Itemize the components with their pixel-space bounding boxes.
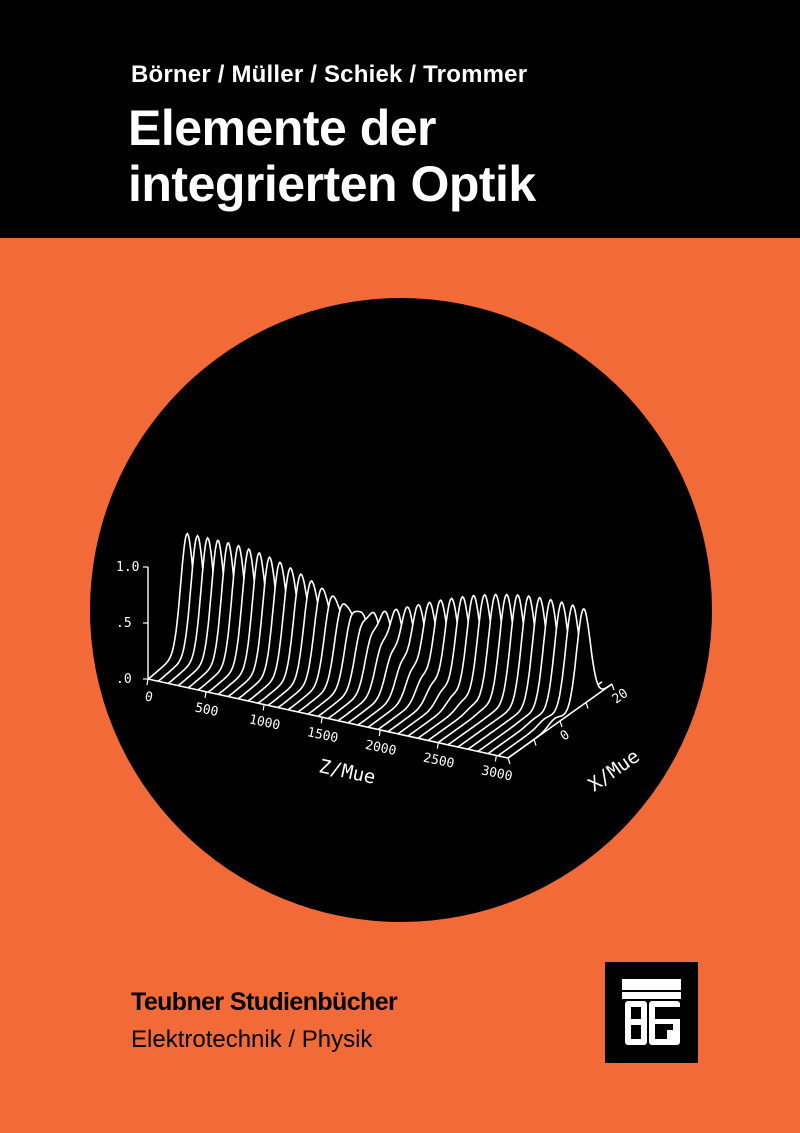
curve-fill	[358, 604, 462, 726]
x-tick	[507, 757, 511, 765]
z-tick-label: 2000	[364, 738, 398, 759]
curve-fill	[508, 608, 612, 758]
z-tick-label: 1500	[306, 725, 340, 746]
x-tick-label: 0	[558, 727, 573, 744]
authors: Börner / Müller / Schiek / Trommer	[131, 61, 528, 88]
publisher-logo	[605, 962, 698, 1063]
z-tick-label: 500	[193, 700, 219, 720]
x-tick	[585, 702, 589, 709]
title-line-1: Elemente der	[128, 100, 437, 156]
y-tick-label: .5	[116, 616, 132, 631]
book-title: Elemente der integrierten Optik	[128, 100, 536, 212]
y-tick-label: 1.0	[116, 560, 139, 575]
z-axis-label: Z/Mue	[317, 755, 378, 788]
title-line-2: integrierten Optik	[128, 156, 536, 212]
z-tick	[146, 678, 149, 686]
z-tick-label: 3000	[480, 763, 514, 784]
x-tick-label: 20	[610, 686, 631, 707]
x-tick	[533, 739, 537, 746]
series-name: Teubner Studienbücher	[131, 988, 398, 1016]
z-tick-label: 1000	[248, 712, 282, 733]
title-band	[0, 0, 800, 238]
subject: Elektrotechnik / Physik	[131, 1026, 373, 1053]
teubner-logo-icon	[622, 979, 681, 1045]
z-tick	[204, 691, 207, 698]
z-tick	[262, 704, 265, 711]
z-tick	[320, 717, 323, 724]
curve-fill	[368, 602, 472, 728]
x-tick	[611, 683, 615, 691]
z-tick-label: 2500	[422, 751, 456, 772]
x-axis-label: X/Mue	[584, 745, 643, 796]
curve-fill	[498, 605, 602, 756]
z-axis	[147, 678, 509, 759]
z-tick-label: 0	[143, 689, 154, 705]
y-tick-label: .0	[116, 672, 132, 687]
z-tick	[436, 742, 439, 749]
x-tick	[559, 720, 563, 728]
z-tick	[494, 755, 497, 762]
z-tick	[378, 729, 381, 737]
curve-fill	[378, 600, 482, 730]
